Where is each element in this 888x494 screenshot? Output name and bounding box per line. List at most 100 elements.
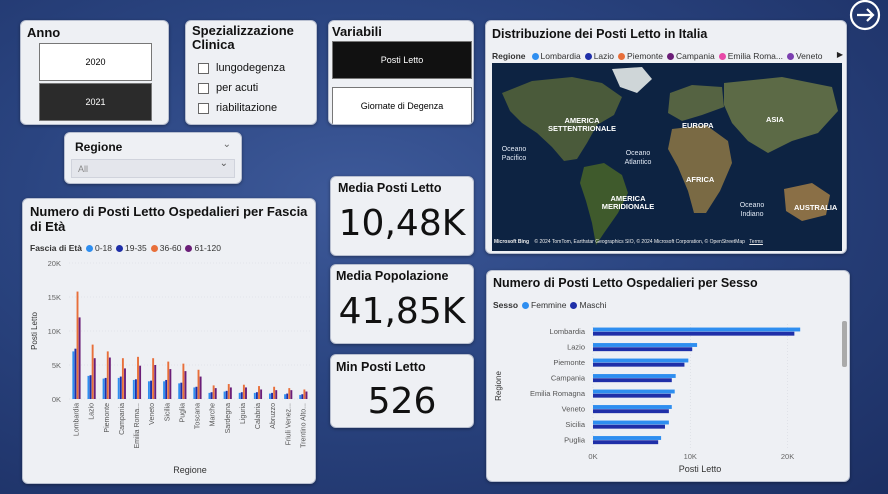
bar[interactable] xyxy=(72,351,75,399)
bar[interactable] xyxy=(93,358,96,399)
bar[interactable] xyxy=(242,384,245,399)
legend-item[interactable]: Lazio xyxy=(593,51,615,61)
bar[interactable] xyxy=(169,369,172,399)
legend-item[interactable]: Veneto xyxy=(795,51,823,61)
bar[interactable] xyxy=(225,390,228,399)
legend-item[interactable]: Lombardia xyxy=(540,51,581,61)
bar[interactable] xyxy=(124,368,126,399)
posti-letto-button[interactable]: Posti Letto xyxy=(332,41,472,79)
bar[interactable] xyxy=(303,389,306,399)
chevron-up-icon[interactable]: ⌄ xyxy=(222,139,231,150)
checkbox-icon[interactable] xyxy=(198,62,209,74)
anno-2020-button[interactable]: 2020 xyxy=(39,43,152,81)
bar[interactable] xyxy=(87,375,90,399)
bar[interactable] xyxy=(139,365,142,399)
bar[interactable] xyxy=(195,386,198,399)
legend-item[interactable]: Emilia Roma... xyxy=(727,51,783,61)
anno-2021-button[interactable]: 2021 xyxy=(39,83,152,121)
bar[interactable] xyxy=(593,436,662,440)
bar[interactable] xyxy=(108,357,111,399)
legend-item[interactable]: Maschi xyxy=(579,300,607,310)
bar[interactable] xyxy=(78,317,81,399)
bar[interactable] xyxy=(258,386,260,399)
bar[interactable] xyxy=(593,358,689,363)
bar[interactable] xyxy=(154,365,157,399)
bar[interactable] xyxy=(182,363,185,399)
bar[interactable] xyxy=(74,348,77,399)
bar[interactable] xyxy=(245,387,247,399)
bar[interactable] xyxy=(208,392,211,399)
bar[interactable] xyxy=(593,347,693,352)
legend-next-icon[interactable]: ▶ xyxy=(836,50,843,59)
bar[interactable] xyxy=(163,381,166,399)
bar[interactable] xyxy=(165,379,168,399)
bar[interactable] xyxy=(593,378,672,383)
terms-link[interactable]: Terms xyxy=(749,239,763,245)
bar[interactable] xyxy=(137,356,139,399)
bar[interactable] xyxy=(260,389,263,399)
checkbox-icon[interactable] xyxy=(198,82,209,94)
bar[interactable] xyxy=(593,405,672,409)
bar[interactable] xyxy=(152,358,155,399)
bar[interactable] xyxy=(106,351,109,399)
bar[interactable] xyxy=(117,377,120,399)
bar[interactable] xyxy=(132,379,135,399)
bar[interactable] xyxy=(593,331,795,336)
bar[interactable] xyxy=(299,394,302,399)
bar[interactable] xyxy=(593,440,659,445)
bar[interactable] xyxy=(193,387,196,399)
checkbox-lungodegenza[interactable]: lungodegenza xyxy=(198,58,285,78)
bar[interactable] xyxy=(593,409,669,414)
bar[interactable] xyxy=(593,420,669,425)
bar[interactable] xyxy=(104,377,107,399)
bar[interactable] xyxy=(119,376,122,399)
bar[interactable] xyxy=(290,390,293,399)
bar[interactable] xyxy=(199,376,202,399)
bar[interactable] xyxy=(305,391,308,399)
legend-item[interactable]: Campania xyxy=(675,51,715,61)
bar[interactable] xyxy=(223,391,226,399)
bar[interactable] xyxy=(593,393,671,398)
regione-dropdown[interactable]: All ⌄ xyxy=(71,158,235,178)
bar[interactable] xyxy=(91,344,94,399)
world-map[interactable]: AMERICA SETTENTRIONALE EUROPA ASIA Ocean… xyxy=(492,63,842,251)
bar[interactable] xyxy=(255,392,258,399)
checkbox-riabilitazione[interactable]: riabilitazione xyxy=(198,98,285,118)
bar[interactable] xyxy=(286,393,289,399)
bar[interactable] xyxy=(134,379,137,399)
bar[interactable] xyxy=(197,369,200,399)
scrollbar[interactable] xyxy=(842,321,847,367)
bar[interactable] xyxy=(147,381,150,399)
bar[interactable] xyxy=(167,361,170,399)
bar[interactable] xyxy=(253,392,256,399)
bar[interactable] xyxy=(288,388,291,399)
bar[interactable] xyxy=(184,371,187,399)
bar[interactable] xyxy=(227,384,230,399)
bar[interactable] xyxy=(593,424,665,429)
bar[interactable] xyxy=(102,378,105,399)
legend-item[interactable]: Femmine xyxy=(531,300,567,310)
bar[interactable] xyxy=(89,375,92,399)
legend-item[interactable]: 61-120 xyxy=(194,243,221,253)
bar[interactable] xyxy=(210,392,213,399)
legend-item[interactable]: Piemonte xyxy=(627,51,663,61)
bar[interactable] xyxy=(271,392,273,399)
bar[interactable] xyxy=(178,383,181,399)
bar[interactable] xyxy=(593,389,675,394)
legend-item[interactable]: 0-18 xyxy=(94,243,112,253)
bar[interactable] xyxy=(240,392,243,399)
bar[interactable] xyxy=(301,394,304,399)
bar[interactable] xyxy=(150,380,152,399)
bar[interactable] xyxy=(284,394,287,399)
bar[interactable] xyxy=(593,327,801,332)
legend-item[interactable]: 19-35 xyxy=(124,243,147,253)
giornate-degenza-button[interactable]: Giornate di Degenza xyxy=(332,87,472,124)
legend-item[interactable]: 36-60 xyxy=(159,243,182,253)
bar[interactable] xyxy=(180,382,183,399)
checkbox-per-acuti[interactable]: per acuti xyxy=(198,78,285,98)
bar[interactable] xyxy=(76,291,79,399)
bar[interactable] xyxy=(593,362,685,367)
bar[interactable] xyxy=(214,388,217,399)
bar[interactable] xyxy=(121,358,124,399)
next-page-arrow-icon[interactable] xyxy=(848,0,882,34)
